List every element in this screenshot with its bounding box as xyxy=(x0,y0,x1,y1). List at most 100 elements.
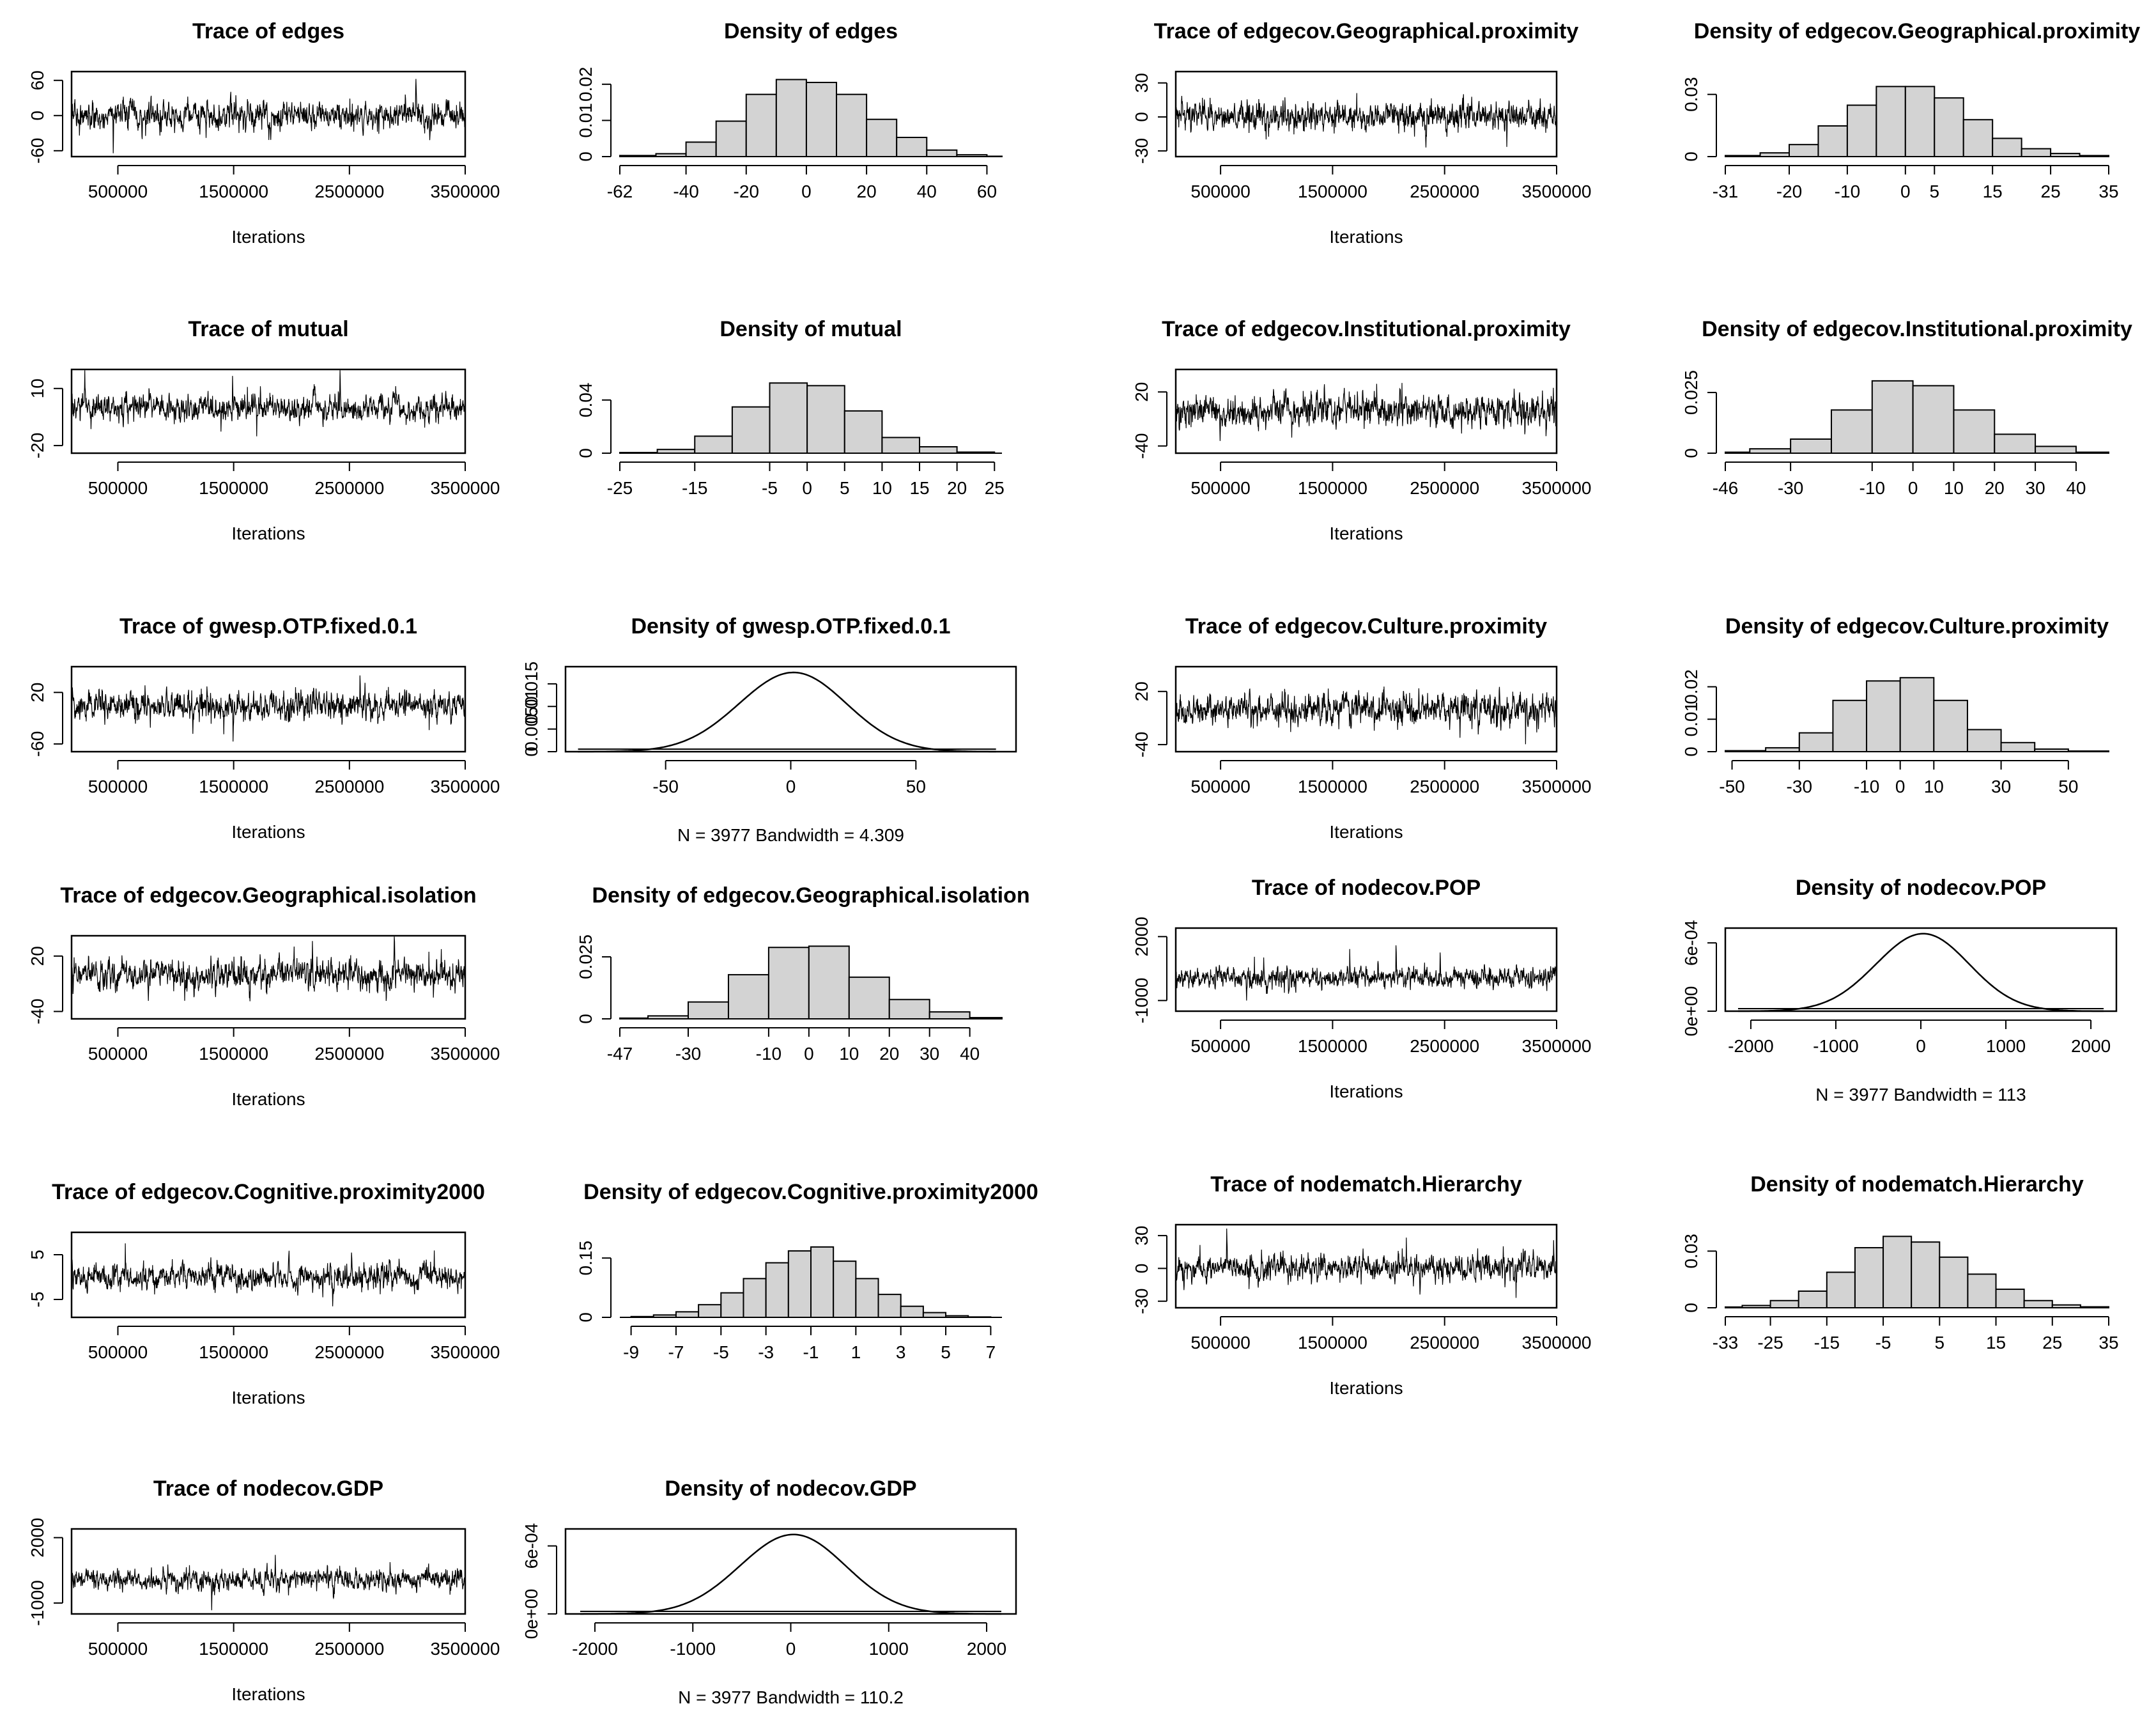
plot-frame xyxy=(70,1231,466,1319)
x-tick-label: 3500000 xyxy=(1521,182,1591,201)
chart-title: Density of gwesp.OTP.fixed.0.1 xyxy=(631,614,950,639)
histogram-bar xyxy=(619,1017,649,1019)
x-tick-label: 7 xyxy=(986,1342,996,1362)
chart-title: Trace of edgecov.Culture.proximity xyxy=(1185,614,1547,639)
histogram-bar xyxy=(1765,747,1800,753)
x-tick-label: 2500000 xyxy=(1410,182,1479,201)
y-tick-label: 0 xyxy=(1681,448,1701,458)
x-tick-label: 1 xyxy=(851,1342,861,1362)
trace-line xyxy=(1175,1229,1557,1298)
histogram-bar xyxy=(1934,97,1964,157)
chart-title: Trace of edgecov.Cognitive.proximity2000 xyxy=(52,1180,485,1204)
trace-gdp: Trace of nodecov.GDP 500000 1500000 2500000… xyxy=(27,1477,500,1704)
x-tick-label: 3500000 xyxy=(430,182,500,201)
x-tick-label: 500000 xyxy=(1190,1333,1250,1353)
chart-title: Trace of nodecov.POP xyxy=(1252,876,1481,900)
histogram-bar xyxy=(1966,729,2002,753)
chart-title: Density of nodecov.GDP xyxy=(665,1477,916,1501)
histogram-bar xyxy=(2021,148,2052,158)
histogram-bar xyxy=(688,1001,729,1019)
histogram-bar xyxy=(2034,748,2069,753)
histogram-bar xyxy=(745,93,777,157)
y-tick-label: 0.025 xyxy=(576,934,596,979)
x-tick-label: 30 xyxy=(2026,478,2045,498)
trace-geo-iso: Trace of edgecov.Geographical.isolation 5… xyxy=(27,883,500,1109)
histogram-bar xyxy=(1992,137,2022,157)
trace-gwesp: Trace of gwesp.OTP.fixed.0.1 500000 150000… xyxy=(27,614,500,842)
histogram-bar xyxy=(2079,1306,2109,1308)
histogram-bar xyxy=(765,1262,789,1319)
histogram-bar xyxy=(805,81,838,158)
x-tick-label: 1500000 xyxy=(199,182,268,201)
x-tick-label: 50 xyxy=(906,777,926,796)
histogram-bar xyxy=(656,449,696,454)
histogram-bar xyxy=(896,137,928,158)
x-tick-label: 1500000 xyxy=(199,1342,268,1362)
histogram-bar xyxy=(1953,409,1996,454)
x-tick-label: 20 xyxy=(879,1044,899,1064)
x-tick-label: 1500000 xyxy=(199,1639,268,1659)
x-tick-label: 0 xyxy=(1900,182,1911,201)
histogram-bar xyxy=(2000,741,2036,752)
x-tick-label: 500000 xyxy=(1190,478,1250,498)
density-curve xyxy=(578,671,996,753)
x-tick-label: 25 xyxy=(2041,182,2061,201)
histogram-bar xyxy=(1830,409,1873,454)
y-tick-label: -30 xyxy=(1132,138,1151,164)
histogram-bar xyxy=(1725,750,1767,752)
density-cult-prox: Density of edgecov.Culture.proximity -50 -… xyxy=(1681,614,2109,796)
x-tick-label: -25 xyxy=(1757,1333,1783,1353)
x-tick-label: 2500000 xyxy=(314,1639,384,1659)
x-axis-label: N = 3977 Bandwidth = 4.309 xyxy=(677,825,904,845)
histogram-bar xyxy=(1904,86,1936,157)
histogram-bar xyxy=(1866,680,1901,753)
histogram-bar xyxy=(928,1011,971,1019)
x-tick-label: 1500000 xyxy=(1298,478,1367,498)
x-tick-label: -25 xyxy=(607,478,633,498)
x-tick-label: 2500000 xyxy=(314,182,384,201)
histogram-bar xyxy=(1939,1256,1969,1309)
histogram-bar xyxy=(848,976,890,1020)
x-tick-label: -10 xyxy=(756,1044,782,1064)
y-tick-label: -30 xyxy=(1132,1289,1151,1314)
x-tick-label: 1000 xyxy=(869,1639,909,1659)
x-tick-label: 50 xyxy=(2058,777,2078,796)
x-tick-label: 5 xyxy=(840,478,850,498)
y-tick-label: 2000 xyxy=(27,1517,47,1557)
histogram-bar xyxy=(767,947,810,1019)
histogram-bar xyxy=(806,385,845,454)
y-tick-label: 60 xyxy=(27,70,47,90)
x-tick-label: 3500000 xyxy=(1521,1036,1591,1056)
histogram-bar xyxy=(1725,1306,1743,1309)
x-tick-label: -10 xyxy=(1860,478,1885,498)
trace-cog-prox: Trace of edgecov.Cognitive.proximity2000… xyxy=(27,1180,500,1407)
y-tick-label: 10 xyxy=(27,378,47,398)
y-tick-label: -60 xyxy=(27,731,47,757)
trace-line xyxy=(1175,93,1557,148)
histogram-bar xyxy=(877,1294,902,1319)
histogram-bar xyxy=(731,406,771,454)
x-tick-label: 3500000 xyxy=(430,1044,500,1064)
y-tick-label: 0 xyxy=(1681,151,1701,162)
histogram-bar xyxy=(652,1314,677,1318)
y-tick-label: -40 xyxy=(27,998,47,1024)
histogram-bar xyxy=(855,1278,879,1318)
y-tick-label: 0 xyxy=(521,747,541,757)
y-tick-label: 6e-04 xyxy=(521,1523,541,1569)
x-tick-label: -47 xyxy=(607,1044,633,1064)
histogram-bar xyxy=(775,79,807,157)
x-tick-label: 0 xyxy=(1916,1036,1926,1056)
x-tick-label: -50 xyxy=(652,777,678,796)
histogram-bar xyxy=(1933,699,1968,753)
x-tick-label: -2000 xyxy=(572,1639,618,1659)
y-tick-label: 0.015 xyxy=(521,662,541,706)
y-tick-label: 20 xyxy=(1132,382,1151,402)
chart-title: Density of edgecov.Culture.proximity xyxy=(1725,614,2109,639)
y-tick-label: -40 xyxy=(1132,433,1151,458)
y-tick-label: -40 xyxy=(1132,732,1151,757)
y-tick-label: 0.04 xyxy=(576,383,596,418)
y-tick-label: 0 xyxy=(1681,1303,1701,1313)
histogram-bar xyxy=(1741,1305,1771,1309)
x-tick-label: 0 xyxy=(804,1044,814,1064)
histogram-bar xyxy=(2050,153,2081,157)
